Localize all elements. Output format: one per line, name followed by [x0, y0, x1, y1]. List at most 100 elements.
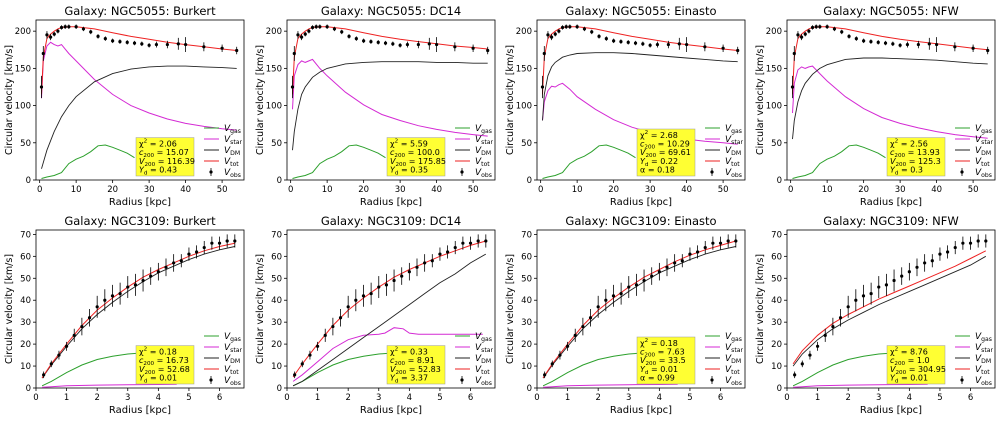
obs-point — [430, 259, 434, 263]
obs-point — [318, 25, 322, 29]
y-tick-label: 60 — [271, 252, 282, 262]
legend-label-obs: Vobs — [224, 168, 241, 179]
legend-label-gas: Vgas — [975, 332, 992, 343]
y-tick-label: 60 — [521, 252, 532, 262]
obs-point — [862, 39, 866, 43]
obs-point — [846, 305, 850, 309]
obs-point — [331, 324, 335, 329]
obs-point — [369, 39, 373, 44]
obs-point — [292, 51, 296, 56]
obs-point — [938, 252, 942, 256]
x-tick-label: 10 — [71, 185, 82, 195]
series-line-dm — [792, 57, 988, 140]
obs-point — [695, 250, 700, 254]
series-line-tot — [792, 26, 988, 95]
y-tick-label: 70 — [771, 230, 782, 240]
obs-point — [314, 25, 318, 29]
obs-point — [673, 261, 677, 265]
obs-point — [172, 261, 176, 265]
obs-point — [564, 25, 568, 29]
obs-point — [296, 33, 300, 37]
legend-obs-marker — [710, 170, 714, 174]
x-tick-label: 5 — [437, 393, 442, 403]
panel-3: Galaxy: NGC5055: Einasto 0 10 20 30 40 50 0 50 10… — [505, 4, 746, 208]
obs-point — [799, 35, 804, 39]
obs-point — [407, 270, 411, 274]
y-tick-label: 30 — [271, 318, 282, 328]
obs-point — [194, 250, 199, 254]
obs-point — [847, 34, 851, 38]
obs-point — [665, 265, 669, 269]
obs-point — [338, 316, 343, 320]
fit-param: V200 = 69.61 — [640, 148, 691, 159]
obs-point — [484, 239, 488, 243]
obs-point — [557, 29, 561, 33]
y-tick-label: 20 — [20, 340, 31, 350]
obs-point — [384, 283, 389, 287]
obs-point — [877, 285, 881, 289]
obs-point — [210, 241, 214, 245]
panel-title: Galaxy: NGC3109: DC14 — [321, 214, 461, 228]
fit-param: c200 = 1.0 — [890, 356, 930, 367]
obs-point — [703, 45, 707, 49]
x-tick-label: 20 — [608, 185, 619, 195]
obs-point — [986, 48, 990, 53]
obs-point — [164, 265, 168, 269]
x-tick-label: 0 — [538, 185, 543, 195]
y-axis-label: Circular velocity [km/s] — [755, 45, 766, 155]
x-axis-label: Radius [kpc] — [109, 405, 171, 416]
series-line-star — [792, 65, 988, 139]
legend-label-obs: Vobs — [725, 376, 742, 387]
obs-point — [688, 252, 692, 256]
obs-point — [80, 324, 84, 329]
obs-point — [453, 45, 457, 49]
y-tick-label: 100 — [766, 102, 782, 112]
obs-point — [818, 25, 822, 29]
fit-param: χ2 = 2.68 — [640, 130, 678, 140]
series-line-dm — [41, 65, 237, 169]
fit-param: V200 = 125.3 — [890, 157, 941, 168]
obs-point — [565, 344, 570, 348]
panel-title: Galaxy: NGC3109: NFW — [823, 214, 958, 228]
x-tick-label: 30 — [144, 185, 155, 195]
legend-label-tot: Vtot — [725, 157, 740, 168]
fit-param: Υd = 0.43 — [139, 165, 177, 176]
x-tick-label: 5 — [186, 393, 191, 403]
obs-point — [405, 42, 410, 47]
obs-point — [581, 324, 585, 329]
obs-point — [347, 34, 351, 38]
obs-point — [953, 45, 957, 49]
plot-area — [39, 24, 239, 179]
obs-point — [220, 46, 224, 50]
obs-point — [657, 270, 661, 274]
x-tick-label: 4 — [657, 393, 662, 403]
legend-label-dm: VDM — [224, 354, 240, 365]
x-tick-label: 1 — [815, 393, 820, 403]
obs-point — [549, 35, 554, 39]
y-tick-label: 10 — [271, 362, 282, 372]
obs-point — [445, 250, 450, 254]
x-tick-label: 10 — [822, 185, 833, 195]
obs-point — [854, 37, 858, 41]
obs-point — [64, 344, 69, 348]
obs-point — [907, 270, 911, 274]
obs-point — [42, 373, 46, 377]
obs-point — [57, 353, 61, 357]
plot-area — [792, 234, 988, 388]
obs-point — [915, 265, 919, 269]
obs-point — [666, 42, 670, 47]
y-tick-label: 50 — [521, 139, 532, 149]
y-tick-label: 200 — [266, 27, 282, 37]
obs-point — [340, 30, 344, 34]
obs-point — [103, 298, 107, 302]
obs-point — [125, 40, 129, 44]
obs-point — [118, 39, 122, 44]
x-tick-label: 0 — [784, 393, 789, 403]
y-tick-label: 0 — [26, 176, 31, 186]
obs-point — [217, 241, 222, 245]
